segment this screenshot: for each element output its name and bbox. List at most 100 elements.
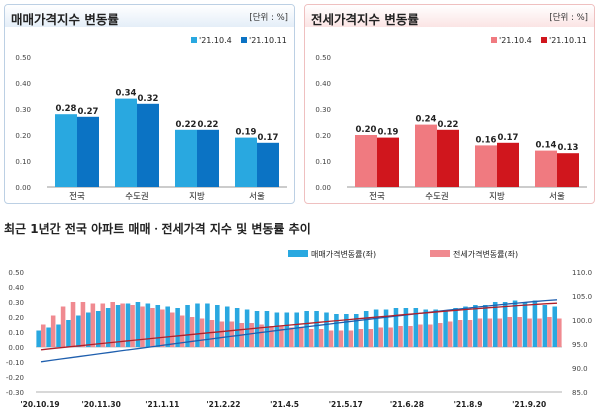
trend-left-tick: 0.00 xyxy=(8,344,24,352)
trend-sale-bar xyxy=(463,306,468,347)
sale-legend-label-1: '21.10.4 xyxy=(199,36,232,45)
trend-x-tick: '21.1.11 xyxy=(145,400,179,409)
sale-bar-value: 0.22 xyxy=(198,120,219,130)
trend-jeonse-bar xyxy=(239,323,245,347)
jeonse-bar-value: 0.13 xyxy=(558,143,579,153)
trend-jeonse-bar xyxy=(160,309,165,347)
sale-x-axis: 전국 수도권 지방 서울 xyxy=(69,191,265,202)
jeonse-legend-label-1: '21.10.4 xyxy=(499,36,532,45)
sale-y-tick: 0.10 xyxy=(15,158,31,166)
trend-x-tick: '21.5.17 xyxy=(329,400,363,409)
trend-jeonse-bar xyxy=(328,330,334,347)
trend-sale-bar xyxy=(254,311,260,347)
jeonse-bar-value: 0.17 xyxy=(498,133,519,143)
jeonse-bar xyxy=(355,135,377,187)
trend-sale-bar xyxy=(473,305,478,347)
trend-sale-bar xyxy=(393,308,399,347)
trend-right-tick: 110.0 xyxy=(572,269,592,277)
trend-sale-bar xyxy=(334,314,339,347)
sale-category-label: 전국 xyxy=(69,191,85,202)
trend-sale-bar xyxy=(403,308,409,347)
sale-panel-title: 매매가격지수 변동률 xyxy=(11,12,119,27)
sale-bar xyxy=(115,98,137,187)
jeonse-bar-value: 0.24 xyxy=(416,115,437,125)
jeonse-bar xyxy=(377,137,399,187)
jeonse-category-label: 지방 xyxy=(489,191,505,202)
jeonse-bar xyxy=(475,145,497,187)
trend-sale-bar xyxy=(36,330,41,347)
trend-jeonse-bar xyxy=(299,327,304,347)
trend-jeonse-bar xyxy=(557,318,562,347)
trend-jeonse-bar xyxy=(169,312,175,347)
trend-left-tick: 0.30 xyxy=(8,299,24,307)
jeonse-y-tick: 0.30 xyxy=(315,106,331,114)
trend-jeonse-index-line xyxy=(40,302,558,351)
jeonse-bar-value: 0.22 xyxy=(438,120,459,130)
sale-bar-value: 0.22 xyxy=(176,120,197,130)
trend-sale-bar xyxy=(353,314,359,347)
trend-sale-bar xyxy=(453,308,458,347)
sale-bar-chart: '21.10.4 '21.10.11 0.50 0.40 0.30 0.20 0.10 0… xyxy=(15,36,287,202)
trend-sale-bar xyxy=(46,327,51,347)
trend-jeonse-bar xyxy=(507,317,512,347)
sale-y-tick: 0.40 xyxy=(15,80,31,88)
trend-sale-bar xyxy=(165,306,170,347)
trend-sale-bar xyxy=(86,312,91,347)
sale-bar-value: 0.27 xyxy=(78,107,99,117)
trend-sale-bar xyxy=(373,309,379,347)
trend-jeonse-bar xyxy=(457,320,463,347)
trend-jeonse-bar xyxy=(219,321,225,347)
trend-sale-bar xyxy=(76,315,81,347)
trend-left-tick: 0.50 xyxy=(8,269,24,277)
jeonse-bar xyxy=(557,153,579,187)
trend-jeonse-bar xyxy=(50,315,56,347)
trend-left-tick: -0.10 xyxy=(6,359,24,367)
trend-right-tick: 100.0 xyxy=(572,317,592,325)
trend-sale-bar xyxy=(492,302,498,347)
trend-jeonse-bar xyxy=(338,330,344,347)
sale-panel-header xyxy=(5,5,294,27)
trend-chart-title: 최근 1년간 전국 아파트 매매ㆍ전세가격 지수 및 변동률 추이 xyxy=(4,222,311,236)
sale-y-tick: 0.20 xyxy=(15,132,31,140)
jeonse-price-panel: 전세가격지수 변동률 [단위 : %] '21.10.4 '21.10.11 0… xyxy=(304,4,595,204)
trend-jeonse-bar xyxy=(467,320,473,347)
jeonse-legend-label-2: '21.10.11 xyxy=(549,36,587,45)
trend-jeonse-bar xyxy=(150,308,155,347)
jeonse-x-axis: 전국 수도권 지방 서울 xyxy=(369,191,565,202)
jeonse-y-tick: 0.10 xyxy=(315,158,331,166)
trend-x-tick: '21.6.28 xyxy=(390,400,424,409)
trend-sale-bar xyxy=(105,308,111,347)
sale-bar-value: 0.32 xyxy=(138,94,159,104)
trend-jeonse-bar xyxy=(378,327,383,347)
trend-jeonse-bar xyxy=(527,318,532,347)
jeonse-bar xyxy=(415,124,437,187)
trend-jeonse-bar xyxy=(279,326,284,347)
trend-right-tick: 95.0 xyxy=(572,341,588,349)
trend-sale-bar xyxy=(155,305,161,347)
jeonse-legend-swatch-2 xyxy=(541,37,547,43)
sale-bar-value: 0.17 xyxy=(258,133,279,143)
trend-right-tick: 105.0 xyxy=(572,293,592,301)
trend-sale-bar xyxy=(215,305,220,347)
trend-jeonse-bar xyxy=(348,330,354,347)
jeonse-bar xyxy=(497,142,519,187)
trend-jeonse-bar xyxy=(418,324,423,347)
jeonse-panel-title: 전세가격지수 변동률 xyxy=(311,12,419,27)
trend-jeonse-bar xyxy=(70,302,76,347)
sale-legend-swatch-2 xyxy=(241,37,247,43)
trend-jeonse-bar xyxy=(428,324,433,347)
trend-sale-bar xyxy=(423,309,429,347)
trend-sale-index-line xyxy=(40,299,558,363)
trend-jeonse-bar xyxy=(130,305,135,347)
trend-sale-bar xyxy=(483,305,488,347)
jeonse-y-tick: 0.00 xyxy=(315,184,331,192)
sale-bar xyxy=(55,114,77,187)
trend-sale-bar xyxy=(522,302,528,347)
jeonse-category-label: 서울 xyxy=(549,192,565,202)
trend-sale-bar xyxy=(344,314,349,347)
trend-jeonse-bar xyxy=(398,326,403,347)
trend-jeonse-bar xyxy=(477,318,483,347)
jeonse-panel-header xyxy=(305,5,594,27)
trend-sale-bar xyxy=(274,312,280,347)
trend-jeonse-bar xyxy=(199,318,205,347)
